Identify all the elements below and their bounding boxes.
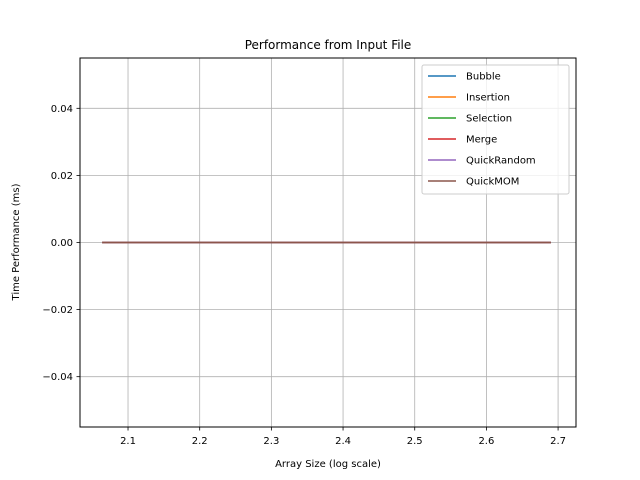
x-axis-label: Array Size (log scale) [275, 459, 381, 470]
y-tick-label: −0.04 [42, 372, 73, 383]
y-tick-label: −0.02 [42, 305, 73, 316]
legend-label: Bubble [466, 72, 501, 83]
legend-label: Selection [466, 114, 512, 125]
x-axis-ticks: 2.1 2.2 2.3 2.4 2.5 2.6 2.7 [120, 427, 566, 447]
chart-title: Performance from Input File [245, 38, 412, 52]
y-tick-label: 0.00 [51, 238, 73, 249]
legend-label: Merge [466, 135, 497, 146]
x-tick-label: 2.1 [120, 436, 136, 447]
legend: Bubble Insertion Selection Merge QuickRandom… [421, 64, 570, 195]
x-tick-label: 2.7 [550, 436, 566, 447]
legend-label: QuickRandom [466, 156, 536, 167]
x-tick-label: 2.6 [478, 436, 494, 447]
legend-label: Insertion [466, 93, 510, 104]
x-tick-label: 2.3 [263, 436, 279, 447]
y-tick-label: 0.04 [51, 104, 73, 115]
x-tick-label: 2.5 [407, 436, 423, 447]
y-axis-ticks: −0.04 −0.02 0.00 0.02 0.04 [42, 104, 80, 383]
x-tick-label: 2.2 [192, 436, 208, 447]
legend-box [421, 64, 570, 195]
x-tick-label: 2.4 [335, 436, 351, 447]
y-tick-label: 0.02 [51, 171, 73, 182]
legend-label: QuickMOM [466, 177, 519, 188]
y-axis-label: Time Performance (ms) [11, 183, 22, 301]
